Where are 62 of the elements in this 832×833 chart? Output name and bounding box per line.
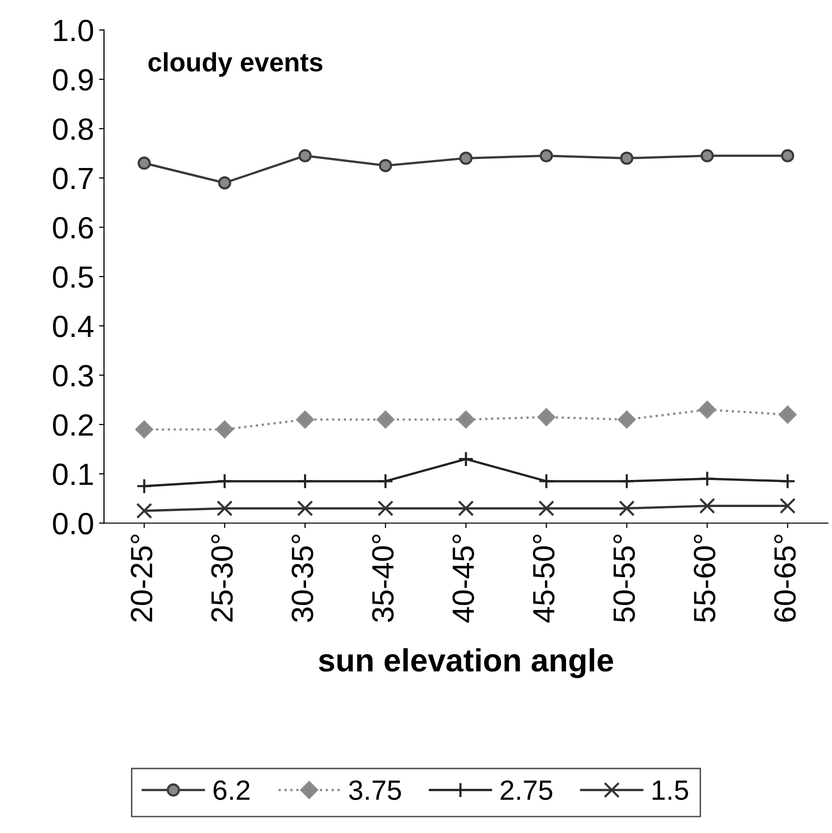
y-tick-label: 0.1 — [53, 464, 93, 486]
point — [297, 500, 314, 516]
x-tick-label: 25-30° — [211, 534, 233, 622]
point — [620, 152, 634, 165]
point — [618, 473, 635, 490]
point — [136, 478, 152, 494]
point — [296, 410, 314, 428]
legend-label: 1.5 — [652, 780, 688, 800]
point — [378, 159, 392, 172]
y-tick-label: 0.3 — [53, 364, 93, 387]
legend-label: 3.75 — [349, 780, 401, 800]
y-tick-label: 0.4 — [53, 316, 94, 338]
x-tick-label: 50-55° — [613, 534, 635, 622]
point — [618, 410, 636, 428]
point — [138, 156, 151, 170]
y-tick-label: 0.7 — [53, 168, 93, 190]
point — [698, 400, 716, 419]
y-tick-label: 0.5 — [53, 266, 93, 288]
point — [458, 451, 474, 468]
point — [378, 500, 394, 516]
point — [218, 176, 232, 190]
y-tick-label: 0.0 — [53, 512, 94, 534]
point — [457, 410, 475, 428]
y-tick-label: 0.8 — [53, 118, 93, 140]
x-axis-title: sun elevation angle — [318, 648, 614, 678]
point — [781, 149, 794, 162]
y-tick-label: 0.6 — [53, 216, 93, 239]
point — [778, 406, 797, 424]
point — [297, 473, 314, 490]
point — [537, 408, 556, 426]
point — [216, 473, 233, 490]
x-tick-label: 40-45° — [452, 534, 474, 623]
point — [538, 500, 554, 516]
point — [458, 500, 474, 516]
point — [216, 500, 233, 516]
point — [538, 473, 554, 490]
point — [618, 500, 635, 516]
point — [378, 473, 394, 490]
x-tick-label: 30-35° — [292, 534, 314, 622]
point — [459, 152, 473, 165]
legend-label: 6.2 — [214, 780, 250, 800]
x-tick-label: 55-60° — [694, 534, 716, 622]
y-tick-label: 0.9 — [53, 69, 93, 91]
x-tick-label: 45-50° — [532, 534, 555, 623]
point — [699, 470, 716, 487]
point — [700, 149, 714, 162]
y-tick-label: 0.2 — [53, 414, 93, 436]
point — [540, 149, 553, 162]
x-tick-label: 35-40° — [372, 534, 394, 622]
y-tick-label: 1.0 — [54, 20, 94, 42]
point — [135, 420, 154, 438]
point — [216, 420, 234, 438]
x-tick-label: 60-65° — [774, 534, 796, 622]
legend-label: 2.75 — [500, 780, 552, 800]
point — [699, 498, 716, 514]
point — [780, 473, 796, 490]
point — [780, 498, 796, 514]
point — [376, 410, 394, 428]
point — [298, 149, 312, 162]
point — [136, 502, 152, 519]
text: cloudy events — [148, 52, 322, 77]
x-tick-label: 20-25° — [130, 534, 152, 622]
